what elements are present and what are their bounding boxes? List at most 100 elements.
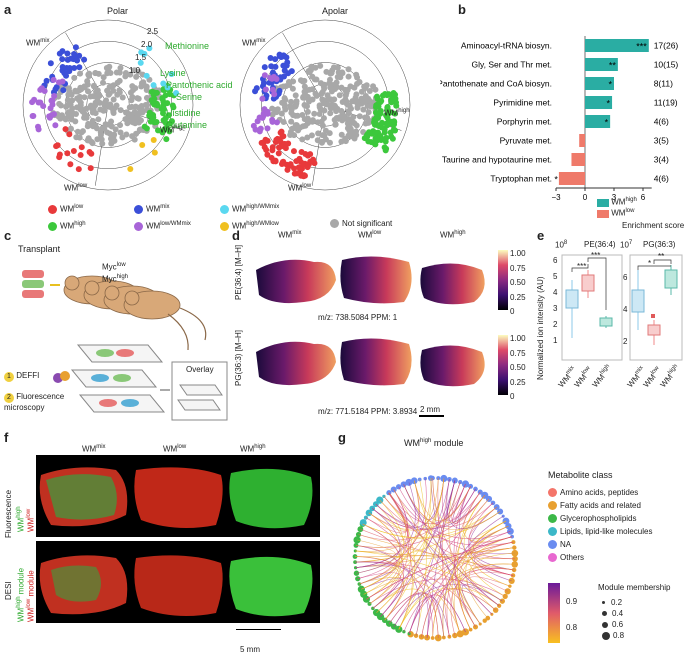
- panel-d-label: d: [232, 228, 240, 243]
- ns-point: [278, 110, 285, 117]
- panel-a-plots: [22, 19, 411, 191]
- ns-point: [308, 132, 315, 139]
- row1-mz: m/z: 738.5084 PPM: 1: [318, 313, 398, 322]
- ns-point: [342, 137, 349, 144]
- ns-point: [117, 65, 124, 72]
- ns-point: [320, 97, 327, 104]
- apolar-radar-plot: [239, 19, 411, 191]
- g-title: WMhigh module: [404, 438, 464, 448]
- bar-category-label: Gly, Ser and Thr met.: [472, 60, 552, 70]
- f-row1-sub2: WMlow: [26, 508, 36, 532]
- row1-tissue: [256, 256, 485, 305]
- left-title: PE(36:4): [584, 240, 616, 249]
- ns-point: [315, 130, 322, 137]
- bar-category-label: Pyrimidine met.: [493, 98, 552, 108]
- bar: [571, 153, 585, 166]
- sig-point: [46, 114, 53, 121]
- sig-point: [29, 113, 36, 120]
- ns-point: [293, 98, 300, 105]
- legend-wm-mix: WMmix: [134, 200, 220, 217]
- correlation-link: [448, 480, 481, 625]
- sig-point: [310, 156, 317, 163]
- bar-significance: *: [607, 99, 611, 109]
- sig-point: [293, 158, 300, 165]
- ns-point: [358, 95, 365, 102]
- correlation-link: [432, 478, 500, 607]
- f-row1-sub1: WMhigh: [16, 506, 26, 532]
- ns-point: [81, 83, 88, 90]
- ns-point: [326, 139, 333, 146]
- sig-point: [159, 129, 166, 136]
- correlation-link: [363, 579, 404, 613]
- ns-point: [84, 88, 91, 95]
- f-col-low: WMlow: [163, 444, 187, 454]
- ns-point: [117, 129, 124, 136]
- correlation-link: [393, 498, 490, 627]
- colorbar-2: [498, 335, 508, 395]
- e-ylabel: Normalized ion intensity (AU): [536, 276, 545, 380]
- correlation-link: [408, 588, 496, 634]
- sig-point: [170, 104, 177, 111]
- ns-point: [309, 118, 316, 125]
- metabolite-node: [390, 623, 397, 630]
- ns-point: [336, 92, 343, 99]
- bar-count-label: 3(5): [654, 136, 669, 146]
- annot-histidine: Histidine: [166, 108, 201, 118]
- row2-mz: m/z: 771.5184 PPM: 3.8934: [318, 407, 418, 416]
- ns-point: [280, 119, 287, 126]
- ns-point: [114, 91, 121, 98]
- sig-point: [379, 119, 386, 126]
- metabolite-node: [353, 570, 360, 576]
- correlation-link: [469, 552, 515, 611]
- ns-point: [321, 85, 328, 92]
- ns-point: [94, 87, 101, 94]
- sig-point: [150, 98, 157, 105]
- sig-point: [374, 95, 381, 102]
- workflow-illustration: [22, 270, 228, 421]
- bar: [558, 172, 585, 185]
- sig-point: [76, 64, 83, 71]
- correlation-link: [359, 478, 445, 585]
- ns-point: [92, 110, 99, 117]
- ns-point: [119, 94, 126, 101]
- ns-point: [322, 127, 329, 134]
- ns-point: [294, 112, 301, 119]
- sig-point: [163, 136, 170, 143]
- metabolite-node: [434, 634, 442, 642]
- metabolite-node: [497, 508, 504, 515]
- ns-point: [299, 136, 306, 143]
- sig-point: [283, 62, 290, 69]
- correlation-link: [355, 545, 420, 636]
- ns-point: [366, 88, 373, 95]
- ns-point: [129, 93, 136, 100]
- class-amino: Amino acids, peptides: [548, 486, 652, 499]
- metabolite-node: [424, 634, 431, 641]
- transplant-label: Transplant: [18, 244, 61, 254]
- ns-point: [330, 64, 337, 71]
- bar-category-label: Aminoacyl-tRNA biosyn.: [461, 41, 552, 51]
- ns-point: [302, 91, 309, 98]
- polar-radar-plot: [22, 19, 194, 191]
- myc-low-label: Myclow: [102, 262, 126, 272]
- overlay-box: [171, 361, 228, 421]
- sig-point: [383, 112, 390, 119]
- ns-point: [113, 102, 120, 109]
- sig-point: [374, 137, 381, 144]
- ns-point: [372, 86, 379, 93]
- bar-category-label: Pyruvate met.: [500, 136, 552, 146]
- ns-point: [87, 102, 94, 109]
- sig-point: [282, 145, 289, 152]
- bar-significance: *: [605, 118, 609, 128]
- metabolite-node: [511, 567, 517, 573]
- bar-count-label: 10(15): [654, 60, 679, 70]
- ns-point: [274, 106, 281, 113]
- sig-point: [62, 126, 69, 133]
- ns-point: [64, 97, 71, 104]
- ns-point: [301, 116, 308, 123]
- sig-point: [285, 140, 292, 147]
- correlation-link: [442, 525, 509, 638]
- ns-point: [114, 79, 121, 86]
- sig-point: [150, 90, 157, 97]
- apolar-wm-mix-label: WMmix: [242, 38, 266, 48]
